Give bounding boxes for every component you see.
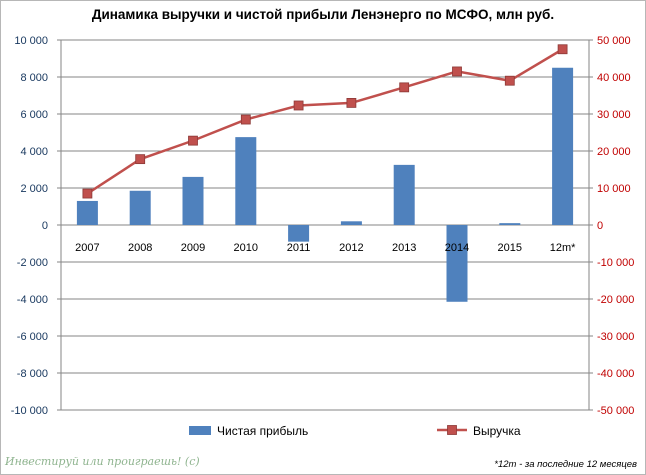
left-axis-tick-label: 4 000	[20, 146, 48, 158]
revenue-point-2007	[82, 188, 93, 199]
right-axis-tick-label: 40 000	[597, 72, 631, 84]
revenue-line	[82, 44, 568, 199]
watermark: Инвестируй или проиграешь! (с)	[5, 455, 200, 468]
chart-title: Динамика выручки и чистой прибыли Ленэне…	[92, 7, 554, 22]
revenue-point-2015	[504, 75, 515, 86]
legend-revenue-marker	[447, 425, 457, 435]
revenue-point-2013	[399, 82, 410, 93]
left-axis-tick-label: -8 000	[17, 368, 48, 380]
right-axis-tick-label: 10 000	[597, 183, 631, 195]
category-label: 2010	[234, 242, 258, 254]
legend-revenue-label: Выручка	[473, 424, 521, 438]
revenue-point-2010	[240, 114, 251, 125]
right-axis-tick-label: -20 000	[597, 294, 634, 306]
bar-net-profit-2008	[129, 190, 151, 225]
right-axis-tick-label: -40 000	[597, 368, 634, 380]
left-axis-tick-label: 0	[42, 220, 48, 232]
revenue-point-2008	[135, 154, 146, 165]
category-label: 2013	[392, 242, 416, 254]
left-axis: -10 000 -8 000 -6 000 -4 000 -2 000 0 2 000 4 0…	[11, 35, 62, 417]
category-label: 2014	[445, 242, 469, 254]
bar-net-profit-2010	[235, 137, 257, 225]
revenue-point-2011	[293, 100, 304, 111]
revenue-point-2014	[452, 66, 462, 77]
category-label: 12m*	[550, 242, 576, 254]
right-axis-tick-label: -30 000	[597, 331, 634, 343]
bar-net-profit-2011	[288, 225, 310, 242]
right-axis-tick-label: -10 000	[597, 257, 634, 269]
left-axis-tick-label: 10 000	[14, 35, 48, 47]
legend-net-profit-swatch	[189, 426, 211, 435]
left-axis-tick-label: 6 000	[20, 109, 48, 121]
left-axis-tick-label: -4 000	[17, 294, 48, 306]
category-label: 2007	[75, 242, 99, 254]
right-axis-tick-label: 0	[597, 220, 603, 232]
category-label: 2012	[339, 242, 363, 254]
right-axis-tick-label: -50 000	[597, 405, 634, 417]
legend-net-profit-label: Чистая прибыль	[217, 424, 308, 438]
revenue-point-2012	[346, 98, 357, 108]
left-axis-tick-label: -10 000	[11, 405, 48, 417]
footnote: *12m - за последние 12 месяцев	[494, 459, 637, 470]
category-label: 2009	[181, 242, 205, 254]
bar-net-profit-2015	[499, 223, 521, 225]
bar-net-profit-2013	[393, 164, 415, 225]
right-axis-tick-label: 30 000	[597, 109, 631, 121]
bar-net-profit-12m*	[552, 67, 574, 225]
revenue-series-line	[86, 48, 564, 195]
category-label: 2008	[128, 242, 152, 254]
bar-net-profit-2014	[446, 225, 468, 302]
revenue-point-12m*	[557, 44, 568, 55]
category-label: 2011	[287, 242, 311, 254]
category-labels: 2007 2008 2009 2010 2011 2012 2013 2014 2015 12m*	[75, 242, 576, 254]
right-axis: -50 000 -40 000 -30 000 -20 000 -10 000 0 10 0…	[588, 35, 634, 417]
left-axis-tick-label: -6 000	[17, 331, 48, 343]
revenue-point-2009	[188, 135, 198, 146]
legend: Чистая прибыль Выручка	[189, 424, 521, 438]
bar-net-profit-2012	[340, 221, 362, 225]
right-axis-tick-label: 50 000	[597, 35, 631, 47]
bar-net-profit-2007	[76, 200, 98, 225]
category-label: 2015	[498, 242, 522, 254]
bar-net-profit-2009	[182, 176, 204, 225]
left-axis-tick-label: 2 000	[20, 183, 48, 195]
left-axis-tick-label: -2 000	[17, 257, 48, 269]
left-axis-tick-label: 8 000	[20, 72, 48, 84]
right-axis-tick-label: 20 000	[597, 146, 631, 158]
net-profit-bars	[76, 67, 574, 302]
